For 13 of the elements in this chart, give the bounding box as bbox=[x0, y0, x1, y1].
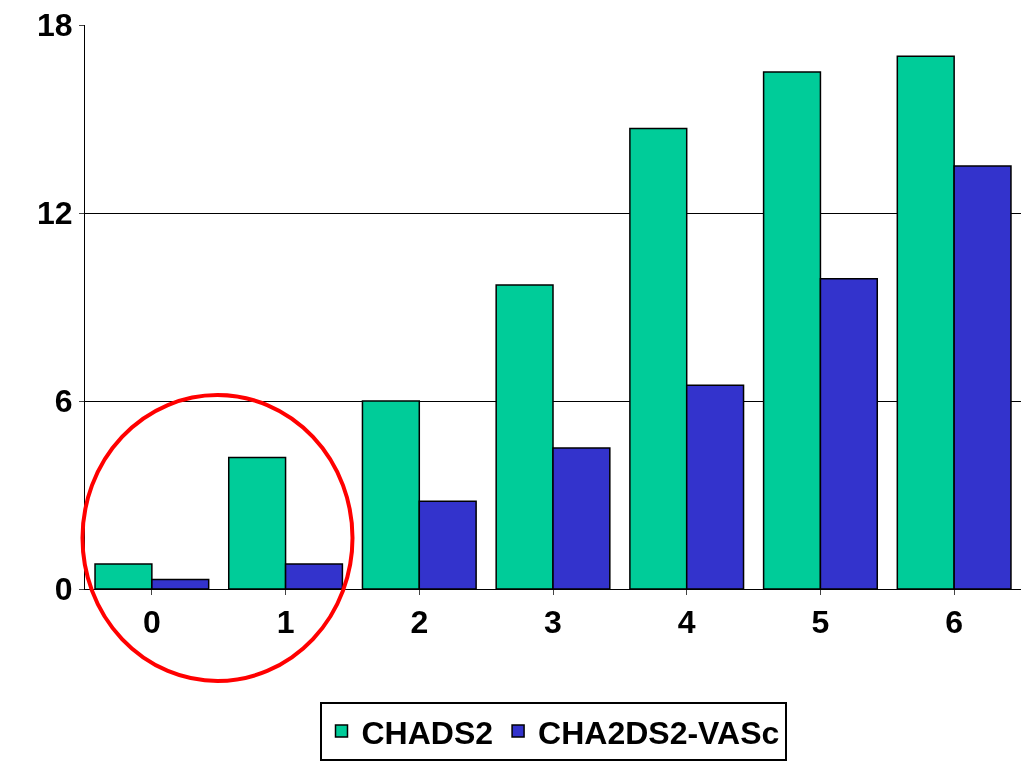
legend-label: CHADS2 bbox=[361, 714, 494, 751]
legend-label: CHA2DS2-VASc bbox=[538, 714, 780, 751]
y-tick-label: 12 bbox=[37, 195, 73, 232]
y-tick-label: 18 bbox=[37, 7, 73, 44]
y-tick-label: 0 bbox=[54, 571, 73, 608]
x-tick-label: 0 bbox=[142, 604, 161, 641]
x-tick-label: 6 bbox=[945, 604, 964, 641]
x-tick-label: 5 bbox=[811, 604, 830, 641]
x-tick-label: 2 bbox=[410, 604, 429, 641]
x-tick-label: 4 bbox=[677, 604, 696, 641]
x-tick-label: 1 bbox=[276, 604, 295, 641]
x-tick-label: 3 bbox=[544, 604, 562, 641]
y-tick-label: 6 bbox=[54, 383, 73, 420]
